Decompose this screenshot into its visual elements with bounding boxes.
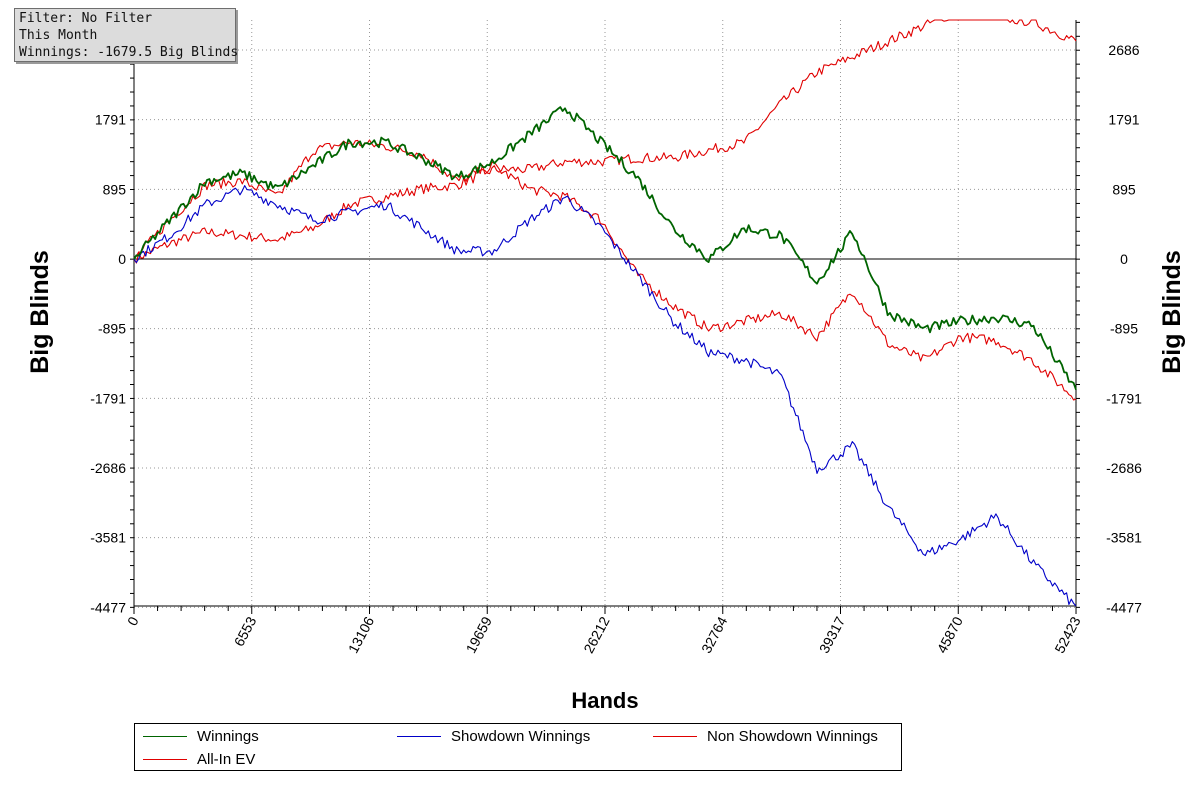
legend-label-allin-ev: All-In EV	[197, 750, 256, 768]
y-tick-label-left: 1791	[95, 112, 126, 128]
y-tick-label-left: 895	[103, 181, 127, 197]
y-tick-label-left: -895	[98, 321, 126, 337]
winnings-summary: Winnings: -1679.5 Big Blinds	[19, 45, 239, 60]
legend-item-winnings: Winnings	[143, 726, 259, 746]
y-tick-label-right: -895	[1110, 321, 1138, 337]
chart-legend: Winnings Showdown Winnings Non Showdown …	[134, 723, 902, 771]
legend-item-showdown: Showdown Winnings	[397, 726, 590, 746]
y-tick-label-right: -4477	[1106, 599, 1142, 615]
x-tick-label: 19659	[462, 614, 495, 656]
y-tick-label-left: -1791	[90, 390, 126, 406]
plot-area	[134, 20, 1076, 606]
legend-item-non-showdown: Non Showdown Winnings	[653, 726, 878, 746]
y-tick-label-right: 895	[1112, 181, 1136, 197]
legend-swatch-showdown	[397, 735, 441, 737]
y-tick-label-right: 1791	[1108, 112, 1139, 128]
filter-info-box: Filter: No Filter This Month Winnings: -…	[14, 8, 239, 62]
x-tick-label: 13106	[345, 614, 378, 656]
y-tick-label-left: -2686	[90, 460, 126, 476]
legend-swatch-allin-ev	[143, 758, 187, 760]
x-tick-label: 26212	[580, 614, 613, 656]
x-tick-label: 39317	[816, 614, 849, 656]
filter-label: Filter: No Filter	[19, 11, 153, 26]
x-tick-label: 52423	[1051, 614, 1084, 656]
legend-swatch-non-showdown	[653, 735, 697, 737]
legend-label-non-showdown: Non Showdown Winnings	[707, 727, 878, 745]
series-line-non-showdown-winnings	[133, 19, 1077, 264]
y-tick-label-left: -4477	[90, 599, 126, 615]
series-line-winnings	[133, 106, 1077, 390]
x-tick-label: 0	[124, 614, 142, 629]
legend-swatch-winnings	[143, 735, 187, 737]
legend-label-showdown: Showdown Winnings	[451, 727, 591, 745]
y-tick-label-right: -1791	[1106, 390, 1142, 406]
y-tick-label-right: 0	[1120, 251, 1128, 267]
y-axis-title-left: Big Blinds	[26, 250, 54, 374]
legend-label-winnings: Winnings	[197, 727, 259, 745]
y-tick-label-right: -3581	[1106, 530, 1142, 546]
series-line-all-in-ev	[133, 139, 1077, 401]
y-tick-label-right: -2686	[1106, 460, 1142, 476]
legend-item-allin-ev: All-In EV	[143, 749, 255, 769]
y-axis-title-right: Big Blinds	[1158, 250, 1186, 374]
y-tick-label-left: 0	[118, 251, 126, 267]
x-tick-label: 6553	[231, 614, 260, 649]
series-line-showdown-winnings	[133, 185, 1077, 607]
y-tick-label-left: -3581	[90, 530, 126, 546]
y-tick-label-right: 2686	[1108, 42, 1139, 58]
x-tick-label: 45870	[933, 614, 966, 656]
x-axis-title: Hands	[571, 688, 638, 713]
period-label: This Month	[19, 28, 98, 43]
x-tick-label: 32764	[698, 614, 731, 656]
